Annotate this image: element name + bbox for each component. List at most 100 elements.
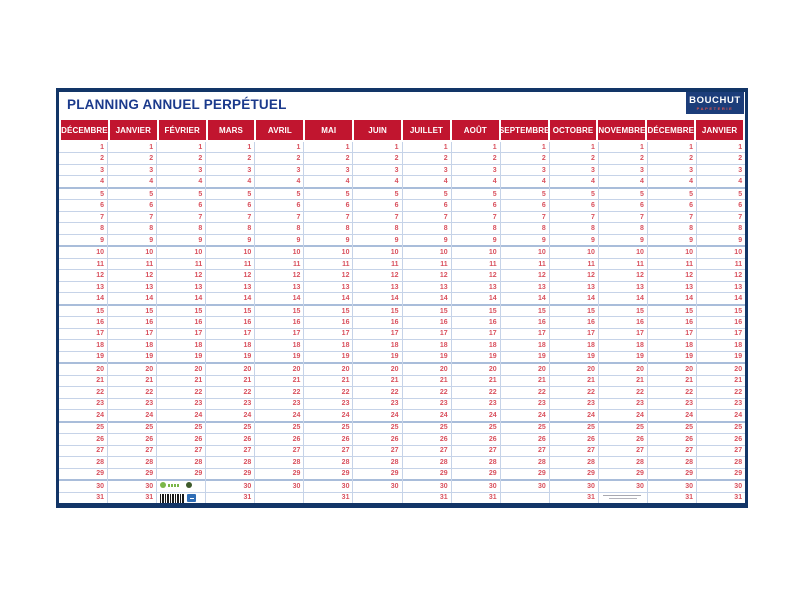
day-cell: 29: [402, 469, 451, 482]
day-number: 5: [738, 190, 743, 198]
day-number: 19: [636, 353, 644, 361]
day-cell: 27: [697, 446, 746, 458]
day-number: 28: [439, 458, 448, 466]
day-cell: 30: [255, 481, 304, 493]
day-cell: 14: [206, 293, 255, 306]
day-number: 7: [443, 213, 448, 221]
day-number: 17: [341, 330, 350, 338]
day-number: 24: [685, 411, 694, 419]
day-cell: 29: [255, 469, 304, 482]
day-number: 8: [345, 225, 350, 233]
day-cell: 12: [647, 270, 697, 282]
day-number: 22: [734, 388, 743, 396]
day-cell: 6: [108, 200, 157, 212]
day-number: 8: [443, 225, 448, 233]
day-cell: 25: [59, 423, 108, 435]
day-cell: 16: [500, 317, 549, 329]
day-number: 29: [243, 470, 252, 478]
day-number: 12: [194, 272, 203, 280]
day-number: 31: [439, 494, 448, 502]
day-number: 10: [341, 249, 350, 257]
day-number: 28: [341, 458, 350, 466]
day-number: 14: [243, 295, 252, 303]
day-number: 30: [390, 482, 399, 490]
day-number: 20: [587, 365, 595, 373]
day-number: 24: [439, 411, 448, 419]
day-cell: 27: [255, 446, 304, 458]
day-number: 20: [341, 365, 350, 373]
day-cell: 18: [206, 340, 255, 352]
day-number: 6: [541, 202, 546, 210]
day-number: 31: [243, 494, 252, 502]
day-number: 18: [96, 341, 105, 349]
day-cell: 26: [157, 434, 206, 446]
day-number: 27: [734, 447, 743, 455]
day-number: 28: [537, 458, 546, 466]
day-cell: 29: [108, 469, 157, 482]
day-cell: 31: [304, 493, 352, 503]
planner-board: PLANNING ANNUEL PERPÉTUEL BOUCHUT PAPETE…: [56, 88, 748, 508]
day-number: 17: [292, 330, 301, 338]
day-number: 2: [100, 155, 105, 163]
day-cell: 22: [500, 387, 549, 399]
day-number: 24: [292, 411, 301, 419]
day-cell: 20: [549, 364, 598, 376]
day-number: 10: [243, 249, 252, 257]
day-cell: 20: [647, 364, 697, 376]
day-cell: 22: [451, 387, 500, 399]
day-number: 20: [488, 365, 497, 373]
day-cell: 13: [647, 282, 697, 294]
day-number: 31: [587, 494, 595, 502]
day-number: 23: [587, 400, 595, 408]
day-number: 20: [390, 365, 399, 373]
day-cell: 6: [353, 200, 402, 212]
day-cell: 4: [451, 176, 500, 189]
day-cell: 3: [157, 165, 206, 177]
day-cell: 29: [598, 469, 647, 482]
day-cell: 12: [206, 270, 255, 282]
day-cell: 10: [500, 247, 549, 259]
day-number: 14: [194, 295, 203, 303]
day-number: 9: [198, 236, 203, 244]
day-number: 2: [296, 155, 301, 163]
brand-logo: BOUCHUT PAPETERIE: [686, 92, 744, 114]
day-number: 9: [296, 236, 301, 244]
day-number: 28: [488, 458, 497, 466]
day-cell: 4: [402, 176, 451, 189]
day-number: 15: [488, 307, 497, 315]
day-cell: 30: [697, 481, 746, 493]
day-number: 15: [243, 307, 252, 315]
day-number: 22: [341, 388, 350, 396]
day-cell: 19: [59, 352, 108, 365]
day-number: 31: [145, 494, 154, 502]
day-cell: 4: [108, 176, 157, 189]
day-cell: 17: [598, 329, 647, 341]
day-cell: 18: [255, 340, 304, 352]
month-header-11: NOVEMBRE: [598, 120, 646, 140]
day-cell: 29: [206, 469, 255, 482]
day-cell: 21: [402, 376, 451, 388]
day-cell: 20: [59, 364, 108, 376]
day-cell: 3: [59, 165, 108, 177]
day-number: 13: [145, 283, 154, 291]
day-cell: 1: [108, 142, 157, 154]
day-number: 6: [590, 202, 595, 210]
day-cell: 9: [59, 235, 108, 248]
day-cell: 15: [402, 306, 451, 318]
day-number: 23: [488, 400, 497, 408]
day-number: 4: [689, 178, 694, 186]
day-cell: 28: [206, 457, 255, 469]
day-cell: 29: [500, 469, 549, 482]
day-cell: 24: [206, 410, 255, 423]
day-cell: 5: [206, 189, 255, 201]
day-cell: 19: [549, 352, 598, 365]
day-number: 24: [96, 411, 105, 419]
day-cell: 7: [402, 212, 451, 224]
day-number: 13: [243, 283, 252, 291]
calendar-grid: 1 2 3 4 5 6 7 8 9 10 11 12 13 14 15 16 17 18 19 20 21 22 23 24 2…: [59, 142, 746, 503]
day-cell: 25: [108, 423, 157, 435]
day-cell: 28: [157, 457, 206, 469]
day-number: 10: [685, 249, 694, 257]
day-cell: 27: [598, 446, 647, 458]
day-cell: 7: [304, 212, 353, 224]
